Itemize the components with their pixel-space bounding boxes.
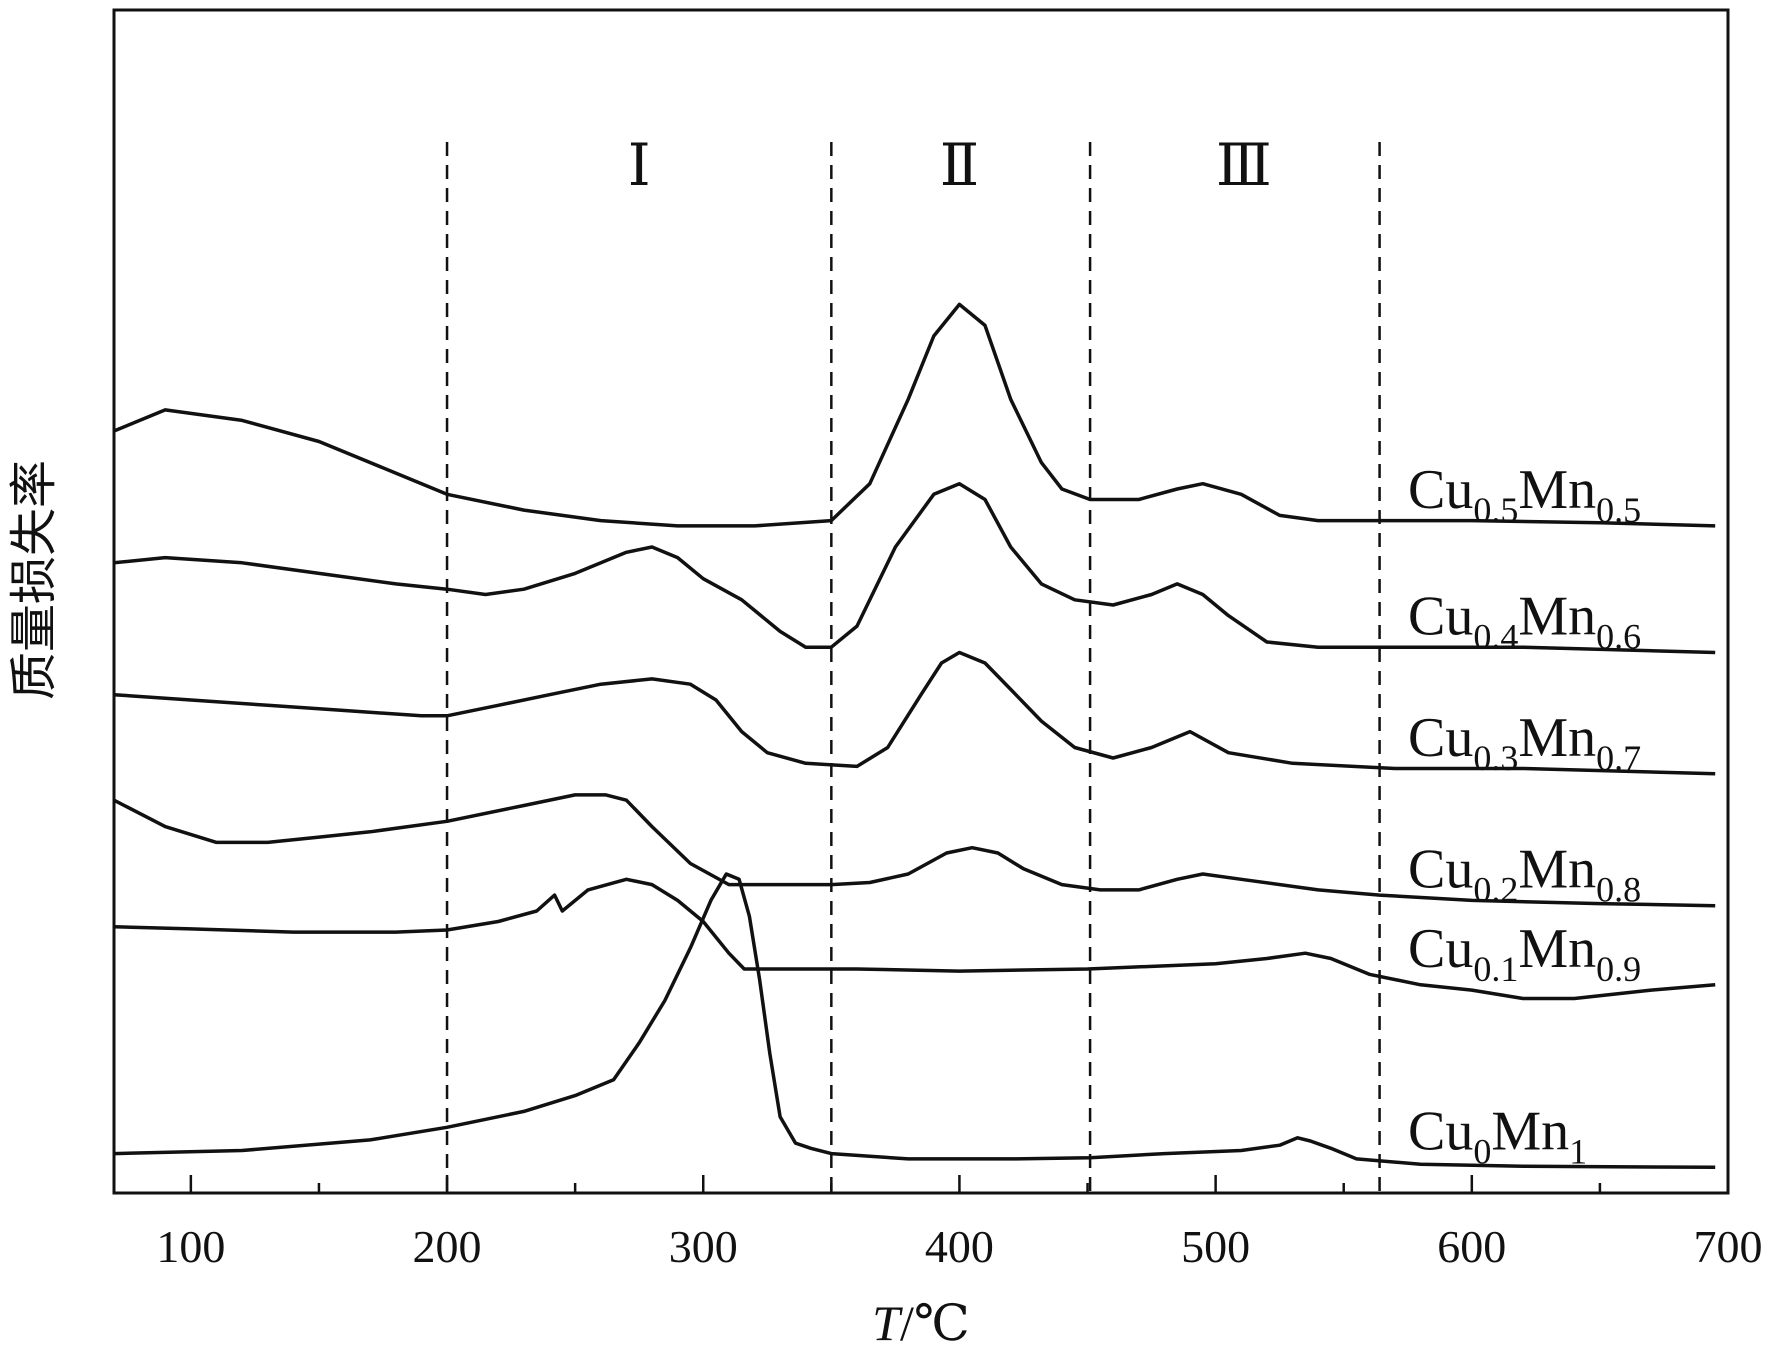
x-tick-label: 300 — [669, 1221, 738, 1272]
series-label: Cu0Mn1 — [1408, 1100, 1587, 1171]
plot-frame — [112, 8, 1730, 1195]
series-label: Cu0.5Mn0.5 — [1408, 459, 1641, 530]
region-label: Ⅲ — [1216, 133, 1272, 198]
series-line — [113, 650, 1716, 776]
series-line — [113, 793, 1716, 908]
region-boundaries — [445, 142, 1381, 1193]
series-line — [113, 872, 1716, 1170]
series-line — [113, 302, 1716, 528]
series-lines — [113, 302, 1716, 1170]
x-tick-label: 200 — [413, 1221, 482, 1272]
series-line — [113, 877, 1716, 1001]
series-label: Cu0.1Mn0.9 — [1408, 918, 1641, 989]
x-tick-label: 600 — [1437, 1221, 1506, 1272]
x-axis-label-unit: /℃ — [900, 1295, 970, 1351]
x-tick-label: 400 — [925, 1221, 994, 1272]
x-tick-label: 100 — [156, 1221, 225, 1272]
region-label: Ⅰ — [628, 133, 651, 198]
x-axis-label-variable: T — [872, 1295, 903, 1351]
region-label: Ⅱ — [940, 133, 979, 198]
series-line — [113, 481, 1716, 655]
series-label: Cu0.2Mn0.8 — [1408, 839, 1641, 910]
series-labels: Cu0.5Mn0.5 Cu0.4Mn0.6 Cu0.3Mn0.7 Cu0.2Mn0.8… — [1408, 459, 1641, 1171]
series-label: Cu0.4Mn0.6 — [1408, 586, 1641, 657]
series-label: Cu0.3Mn0.7 — [1408, 707, 1641, 778]
x-axis: 100 200 300 400 500 600 700 — [156, 1175, 1763, 1272]
y-axis-label: 质量损失率 — [6, 460, 62, 700]
region-labels: Ⅰ Ⅱ Ⅲ — [628, 133, 1272, 198]
x-tick-label: 500 — [1181, 1221, 1250, 1272]
x-tick-label: 700 — [1694, 1221, 1763, 1272]
x-axis-label: T/℃ — [872, 1295, 970, 1351]
